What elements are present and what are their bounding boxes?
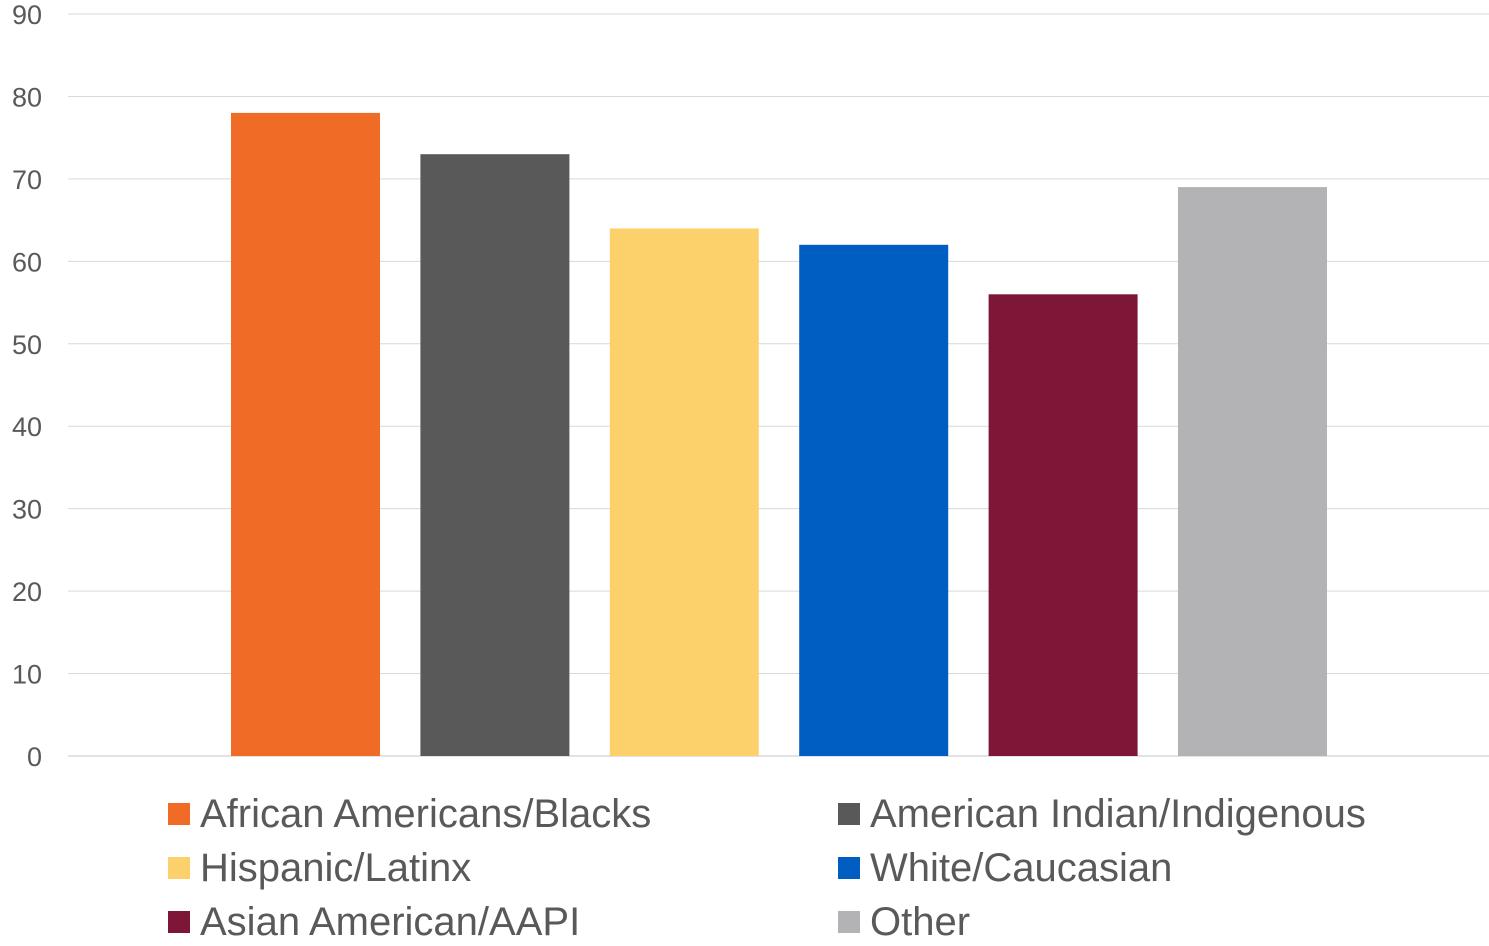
y-tick-label: 70: [12, 165, 42, 195]
y-tick-label: 40: [12, 412, 42, 442]
bar: [988, 294, 1138, 756]
y-tick-label: 20: [12, 577, 42, 607]
bar: [1178, 187, 1327, 757]
bar: [420, 154, 570, 756]
y-axis-ticks: 0 10 20 30 40 50 60 70 80 90: [12, 0, 42, 772]
y-tick-label: 80: [12, 82, 42, 112]
y-tick-label: 60: [12, 247, 42, 277]
y-tick-label: 30: [12, 495, 42, 525]
bars: [231, 112, 1327, 757]
y-tick-label: 50: [12, 330, 42, 360]
bar: [609, 228, 759, 756]
y-tick-label: 90: [12, 0, 42, 30]
y-tick-label: 10: [12, 660, 42, 690]
bar: [231, 112, 380, 756]
y-tick-label: 0: [27, 742, 42, 772]
bar: [799, 244, 949, 757]
